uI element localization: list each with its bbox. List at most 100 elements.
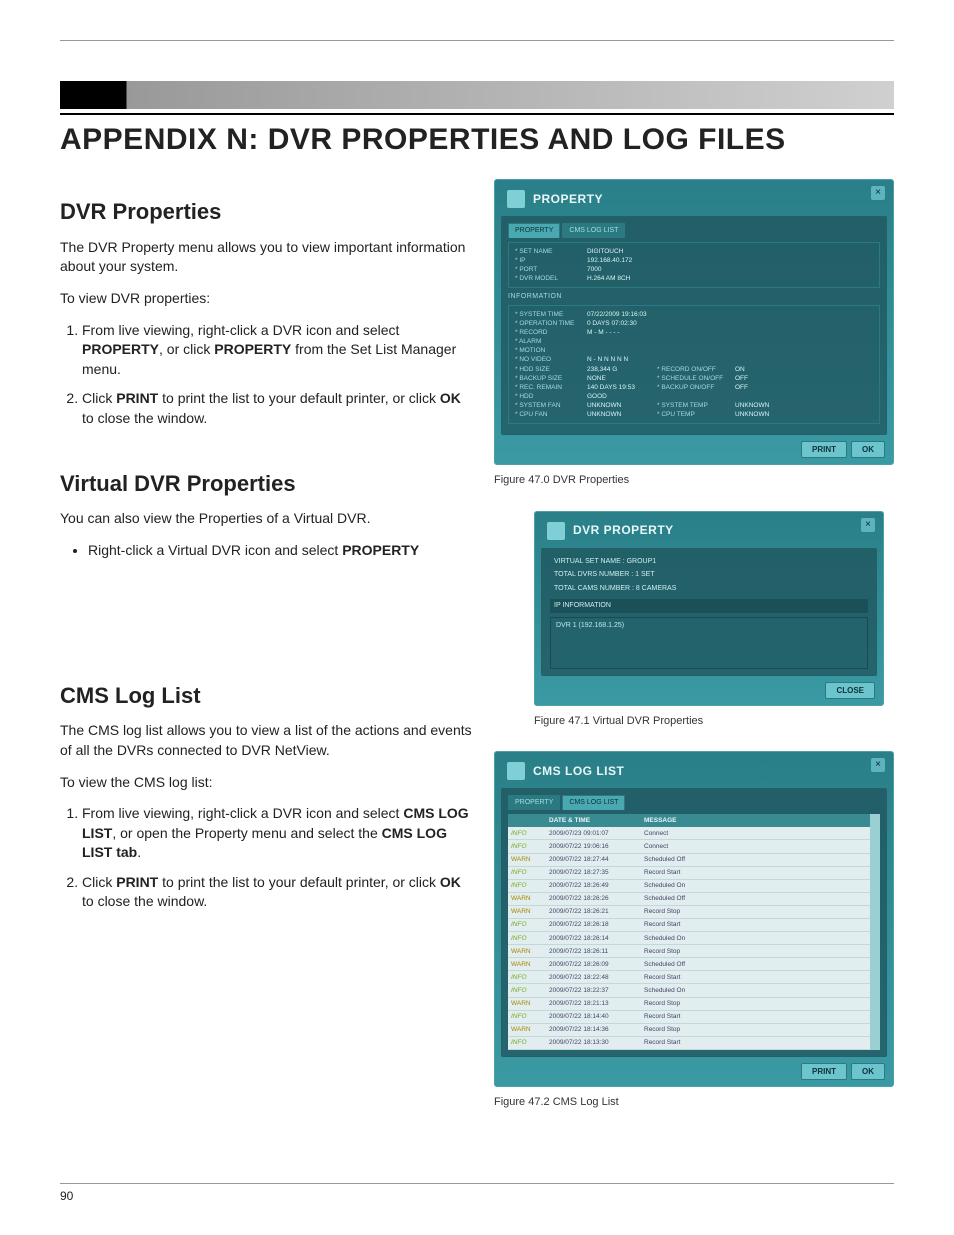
table-row: WARN2009/07/22 18:26:21Record Stop: [508, 905, 870, 918]
bold-property: PROPERTY: [214, 341, 291, 357]
property-window: × PROPERTY PROPERTY CMS LOG LIST * SET N…: [494, 179, 894, 465]
window-icon: [507, 762, 525, 780]
tabs: PROPERTY CMS LOG LIST: [508, 795, 880, 810]
table-row: WARN2009/07/22 18:26:26Scheduled Off: [508, 892, 870, 905]
heading-dvr-properties: DVR Properties: [60, 197, 474, 228]
information-heading: INFORMATION: [508, 292, 880, 302]
window-body: PROPERTY CMS LOG LIST * SET NAMEDIGITOUC…: [501, 216, 887, 435]
bold-ok: OK: [440, 874, 461, 890]
window-title: CMS LOG LIST: [533, 763, 624, 780]
figure-caption-47-2: Figure 47.2 CMS Log List: [494, 1095, 894, 1110]
window-title: PROPERTY: [533, 191, 603, 208]
cms-step-2: Click PRINT to print the list to your de…: [82, 873, 474, 912]
figure-caption-47-0: Figure 47.0 DVR Properties: [494, 473, 894, 488]
figure-caption-47-1: Figure 47.1 Virtual DVR Properties: [494, 714, 894, 729]
dvr-property-window: × DVR PROPERTY VIRTUAL SET NAME : GROUP1…: [534, 511, 884, 706]
property-line: VIRTUAL SET NAME : GROUP1: [550, 555, 868, 569]
text: From live viewing, right-click a DVR ico…: [82, 805, 403, 821]
kv-row: * PORT7000: [515, 265, 873, 274]
top-rule: [60, 40, 894, 41]
table-row: WARN2009/07/22 18:26:11Record Stop: [508, 945, 870, 958]
cms-lead: To view the CMS log list:: [60, 773, 474, 793]
table-row: INFO2009/07/22 18:22:48Record Start: [508, 971, 870, 984]
dvr-steps: From live viewing, right-click a DVR ico…: [82, 321, 474, 429]
tab-cms-log-list[interactable]: CMS LOG LIST: [562, 795, 625, 810]
table-row: WARN2009/07/22 18:27:44Scheduled Off: [508, 853, 870, 866]
bold-ok: OK: [440, 390, 461, 406]
ip-line: DVR 1 (192.168.1.25): [556, 621, 862, 631]
text: to print the list to your default printe…: [158, 390, 440, 406]
heading-virtual-dvr: Virtual DVR Properties: [60, 469, 474, 500]
window-icon: [547, 522, 565, 540]
kv-row: * SYSTEM TIME07/22/2009 19:16:03: [515, 310, 873, 319]
tab-property[interactable]: PROPERTY: [508, 795, 560, 810]
table-row: INFO2009/07/22 19:06:16Connect: [508, 840, 870, 853]
kv-row: * NO VIDEON - N N N N N: [515, 355, 873, 364]
table-row: WARN2009/07/22 18:26:09Scheduled Off: [508, 958, 870, 971]
dvr-intro: The DVR Property menu allows you to view…: [60, 238, 474, 277]
close-button[interactable]: CLOSE: [825, 682, 875, 699]
window-footer: PRINT OK: [501, 1057, 887, 1080]
top-info-block: * SET NAMEDIGITOUCH* IP192.168.40.172* P…: [508, 242, 880, 288]
two-column-layout: DVR Properties The DVR Property menu all…: [60, 179, 894, 1133]
col-message: MESSAGE: [641, 814, 870, 827]
text: Right-click a Virtual DVR icon and selec…: [88, 542, 342, 558]
kv-row: * ALARM: [515, 337, 873, 346]
ip-information-header: IP INFORMATION: [550, 599, 868, 613]
table-row: WARN2009/07/22 18:21:13Record Stop: [508, 997, 870, 1010]
close-icon[interactable]: ×: [871, 758, 885, 772]
left-column: DVR Properties The DVR Property menu all…: [60, 179, 474, 1133]
text: .: [137, 844, 141, 860]
bold-print: PRINT: [116, 390, 158, 406]
kv-row: * REC. REMAIN140 DAYS 19:53* BACKUP ON/O…: [515, 383, 873, 392]
text: , or open the Property menu and select t…: [112, 825, 381, 841]
kv-row: * MOTION: [515, 346, 873, 355]
close-icon[interactable]: ×: [871, 186, 885, 200]
text: From live viewing, right-click a DVR ico…: [82, 322, 399, 338]
dvr-lead: To view DVR properties:: [60, 289, 474, 309]
print-button[interactable]: PRINT: [801, 441, 847, 458]
dvr-step-1: From live viewing, right-click a DVR ico…: [82, 321, 474, 380]
figure-47-2: × CMS LOG LIST PROPERTY CMS LOG LIST: [494, 751, 894, 1087]
kv-row: * DVR MODELH.264 AM 8CH: [515, 274, 873, 283]
ok-button[interactable]: OK: [851, 441, 885, 458]
kv-row: * SET NAMEDIGITOUCH: [515, 247, 873, 256]
col-level: [508, 814, 546, 827]
virtual-intro: You can also view the Properties of a Vi…: [60, 509, 474, 529]
kv-row: * RECORDM - M - - - -: [515, 328, 873, 337]
close-icon[interactable]: ×: [861, 518, 875, 532]
kv-row: * HDDGOOD: [515, 392, 873, 401]
ok-button[interactable]: OK: [851, 1063, 885, 1080]
window-body: VIRTUAL SET NAME : GROUP1TOTAL DVRS NUMB…: [541, 548, 877, 676]
log-table-wrap: DATE & TIME MESSAGE INFO2009/07/23 09:01…: [508, 814, 880, 1050]
tab-property[interactable]: PROPERTY: [508, 223, 560, 238]
cms-steps: From live viewing, right-click a DVR ico…: [82, 804, 474, 912]
table-row: INFO2009/07/22 18:26:14Scheduled On: [508, 932, 870, 945]
cms-step-1: From live viewing, right-click a DVR ico…: [82, 804, 474, 863]
print-button[interactable]: PRINT: [801, 1063, 847, 1080]
window-body: PROPERTY CMS LOG LIST DATE & TIME MESSAG…: [501, 788, 887, 1056]
heading-cms-log: CMS Log List: [60, 681, 474, 712]
table-row: INFO2009/07/23 09:01:07Connect: [508, 827, 870, 840]
table-row: INFO2009/07/22 18:26:18Record Start: [508, 918, 870, 931]
figure-47-1: × DVR PROPERTY VIRTUAL SET NAME : GROUP1…: [494, 511, 894, 706]
tab-cms-log-list[interactable]: CMS LOG LIST: [562, 223, 625, 238]
property-line: TOTAL DVRS NUMBER : 1 SET: [550, 568, 868, 582]
bold-property: PROPERTY: [342, 542, 419, 558]
bold-property: PROPERTY: [82, 341, 159, 357]
window-header: PROPERTY: [501, 186, 887, 216]
text: , or click: [159, 341, 214, 357]
window-header: CMS LOG LIST: [501, 758, 887, 788]
title-gradient-bar: [60, 81, 894, 109]
kv-row: * CPU FANUNKNOWN* CPU TEMPUNKNOWN: [515, 410, 873, 419]
cms-log-list-window: × CMS LOG LIST PROPERTY CMS LOG LIST: [494, 751, 894, 1087]
kv-row: * HDD SIZE238,344 G* RECORD ON/OFFON: [515, 365, 873, 374]
virtual-bullet: Right-click a Virtual DVR icon and selec…: [88, 541, 474, 561]
information-block: * SYSTEM TIME07/22/2009 19:16:03* OPERAT…: [508, 305, 880, 424]
bold-print: PRINT: [116, 874, 158, 890]
scrollbar[interactable]: [870, 814, 880, 1050]
right-column: × PROPERTY PROPERTY CMS LOG LIST * SET N…: [494, 179, 894, 1133]
tabs: PROPERTY CMS LOG LIST: [508, 223, 880, 238]
kv-row: * OPERATION TIME0 DAYS 07:02:30: [515, 319, 873, 328]
figure-47-0: × PROPERTY PROPERTY CMS LOG LIST * SET N…: [494, 179, 894, 465]
